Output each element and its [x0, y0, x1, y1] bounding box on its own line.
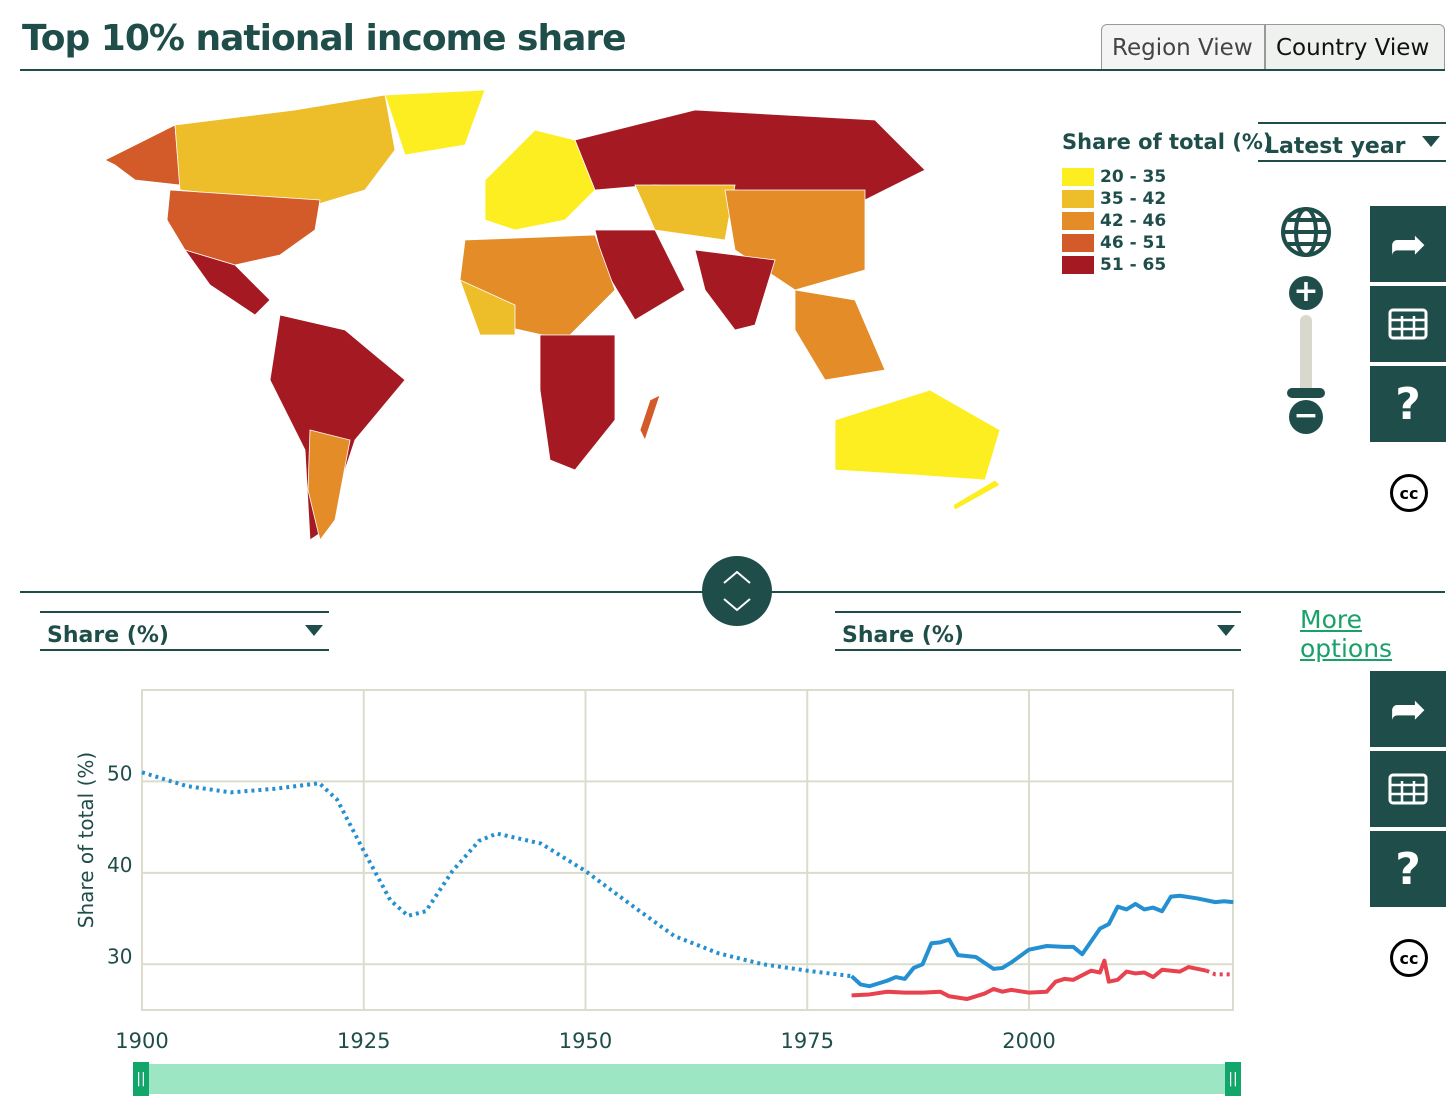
plot-area [141, 689, 1234, 1011]
help-button[interactable]: ? [1370, 366, 1446, 442]
legend-swatch [1062, 190, 1094, 208]
chevron-down-icon [305, 625, 323, 636]
chart-table-button[interactable] [1370, 751, 1446, 827]
map-usa [166, 189, 321, 266]
legend-item: 35 - 42 [1062, 189, 1166, 209]
map-russia [574, 109, 926, 201]
map-west-africa [459, 279, 516, 336]
series-red-line[interactable] [851, 958, 1207, 1002]
time-range-brush[interactable] [133, 1064, 1241, 1094]
chevron-down-icon [1422, 136, 1440, 147]
chart-help-button[interactable]: ? [1370, 831, 1446, 907]
legend-item: 42 - 46 [1062, 211, 1166, 231]
x-tick-label: 1975 [781, 1029, 834, 1053]
zoom-slider-handle[interactable] [1287, 388, 1325, 398]
cc-license-icon[interactable]: cc [1390, 939, 1428, 977]
y-tick-label: 30 [107, 944, 132, 968]
header-divider [20, 69, 1445, 71]
page-title: Top 10% national income share [22, 18, 627, 59]
help-icon: ? [1395, 378, 1421, 430]
legend-label: 20 - 35 [1100, 167, 1167, 187]
y-tick-label: 40 [107, 853, 132, 877]
right-indicator-select[interactable]: Share (%) [835, 611, 1241, 651]
right-select-value: Share (%) [842, 623, 964, 648]
map-europe [484, 129, 596, 231]
legend-title: Share of total (%) [1062, 130, 1273, 154]
cc-license-icon[interactable]: cc [1390, 474, 1428, 512]
table-button[interactable] [1370, 286, 1446, 362]
legend-label: 42 - 46 [1100, 211, 1167, 231]
more-options-link[interactable]: More options [1300, 605, 1393, 663]
table-icon [1388, 773, 1428, 805]
legend-item: 51 - 65 [1062, 255, 1166, 275]
share-icon: ➦ [1389, 683, 1427, 735]
chevron-down-icon [1217, 625, 1235, 636]
map-madagascar [639, 394, 661, 442]
map-new-zealand [952, 479, 1001, 511]
share-icon: ➦ [1389, 218, 1427, 270]
legend-item: 20 - 35 [1062, 167, 1166, 187]
map-greenland [384, 90, 486, 156]
map-se-asia [794, 289, 886, 381]
globe-icon[interactable] [1280, 206, 1334, 260]
map-australia [834, 389, 1001, 481]
help-icon: ? [1395, 843, 1421, 895]
tab-region-view[interactable]: Region View [1101, 24, 1265, 70]
line-chart: 1900 1925 1950 1975 2000 30 40 50 Share of tota… [74, 689, 1234, 1053]
series-blue-line[interactable] [850, 893, 1234, 989]
legend-swatch [1062, 168, 1094, 186]
series-blue-estimated-before[interactable] [141, 770, 852, 979]
year-select[interactable]: Latest year [1258, 122, 1446, 162]
chevron-up-down-icon [723, 570, 751, 612]
brush-handle-left[interactable]: || [133, 1062, 149, 1096]
map-argentina [307, 429, 351, 541]
y-axis-label: Share of total (%) [74, 752, 98, 928]
zoom-out-button[interactable]: − [1289, 400, 1323, 434]
map-canada [174, 94, 396, 206]
x-tick-label: 1950 [559, 1029, 612, 1053]
legend-label: 51 - 65 [1100, 255, 1167, 275]
chart-share-button[interactable]: ➦ [1370, 671, 1446, 747]
series-red-estimated-after[interactable] [1205, 968, 1233, 977]
y-tick-label: 50 [107, 761, 132, 785]
share-button[interactable]: ➦ [1370, 206, 1446, 282]
x-tick-label: 1900 [115, 1029, 168, 1053]
left-select-value: Share (%) [47, 623, 169, 648]
zoom-slider-track[interactable] [1300, 315, 1312, 395]
map-mexico-central [183, 249, 271, 316]
left-indicator-select[interactable]: Share (%) [40, 611, 329, 651]
map-india [694, 249, 776, 331]
legend-label: 35 - 42 [1100, 189, 1167, 209]
brush-handle-right[interactable]: || [1225, 1062, 1241, 1096]
x-tick-label: 2000 [1002, 1029, 1055, 1053]
legend-swatch [1062, 212, 1094, 230]
collapse-toggle-button[interactable] [702, 556, 772, 626]
year-select-value: Latest year [1265, 134, 1406, 159]
zoom-in-button[interactable]: + [1289, 276, 1323, 310]
legend-label: 46 - 51 [1100, 233, 1167, 253]
map-south-africa [539, 334, 616, 471]
table-icon [1388, 308, 1428, 340]
world-map[interactable] [95, 90, 1055, 550]
legend-swatch [1062, 234, 1094, 252]
legend-item: 46 - 51 [1062, 233, 1166, 253]
map-alaska [104, 124, 181, 186]
legend-swatch [1062, 256, 1094, 274]
tab-country-view[interactable]: Country View [1265, 24, 1445, 70]
x-tick-label: 1925 [337, 1029, 390, 1053]
map-central-asia [634, 184, 736, 241]
